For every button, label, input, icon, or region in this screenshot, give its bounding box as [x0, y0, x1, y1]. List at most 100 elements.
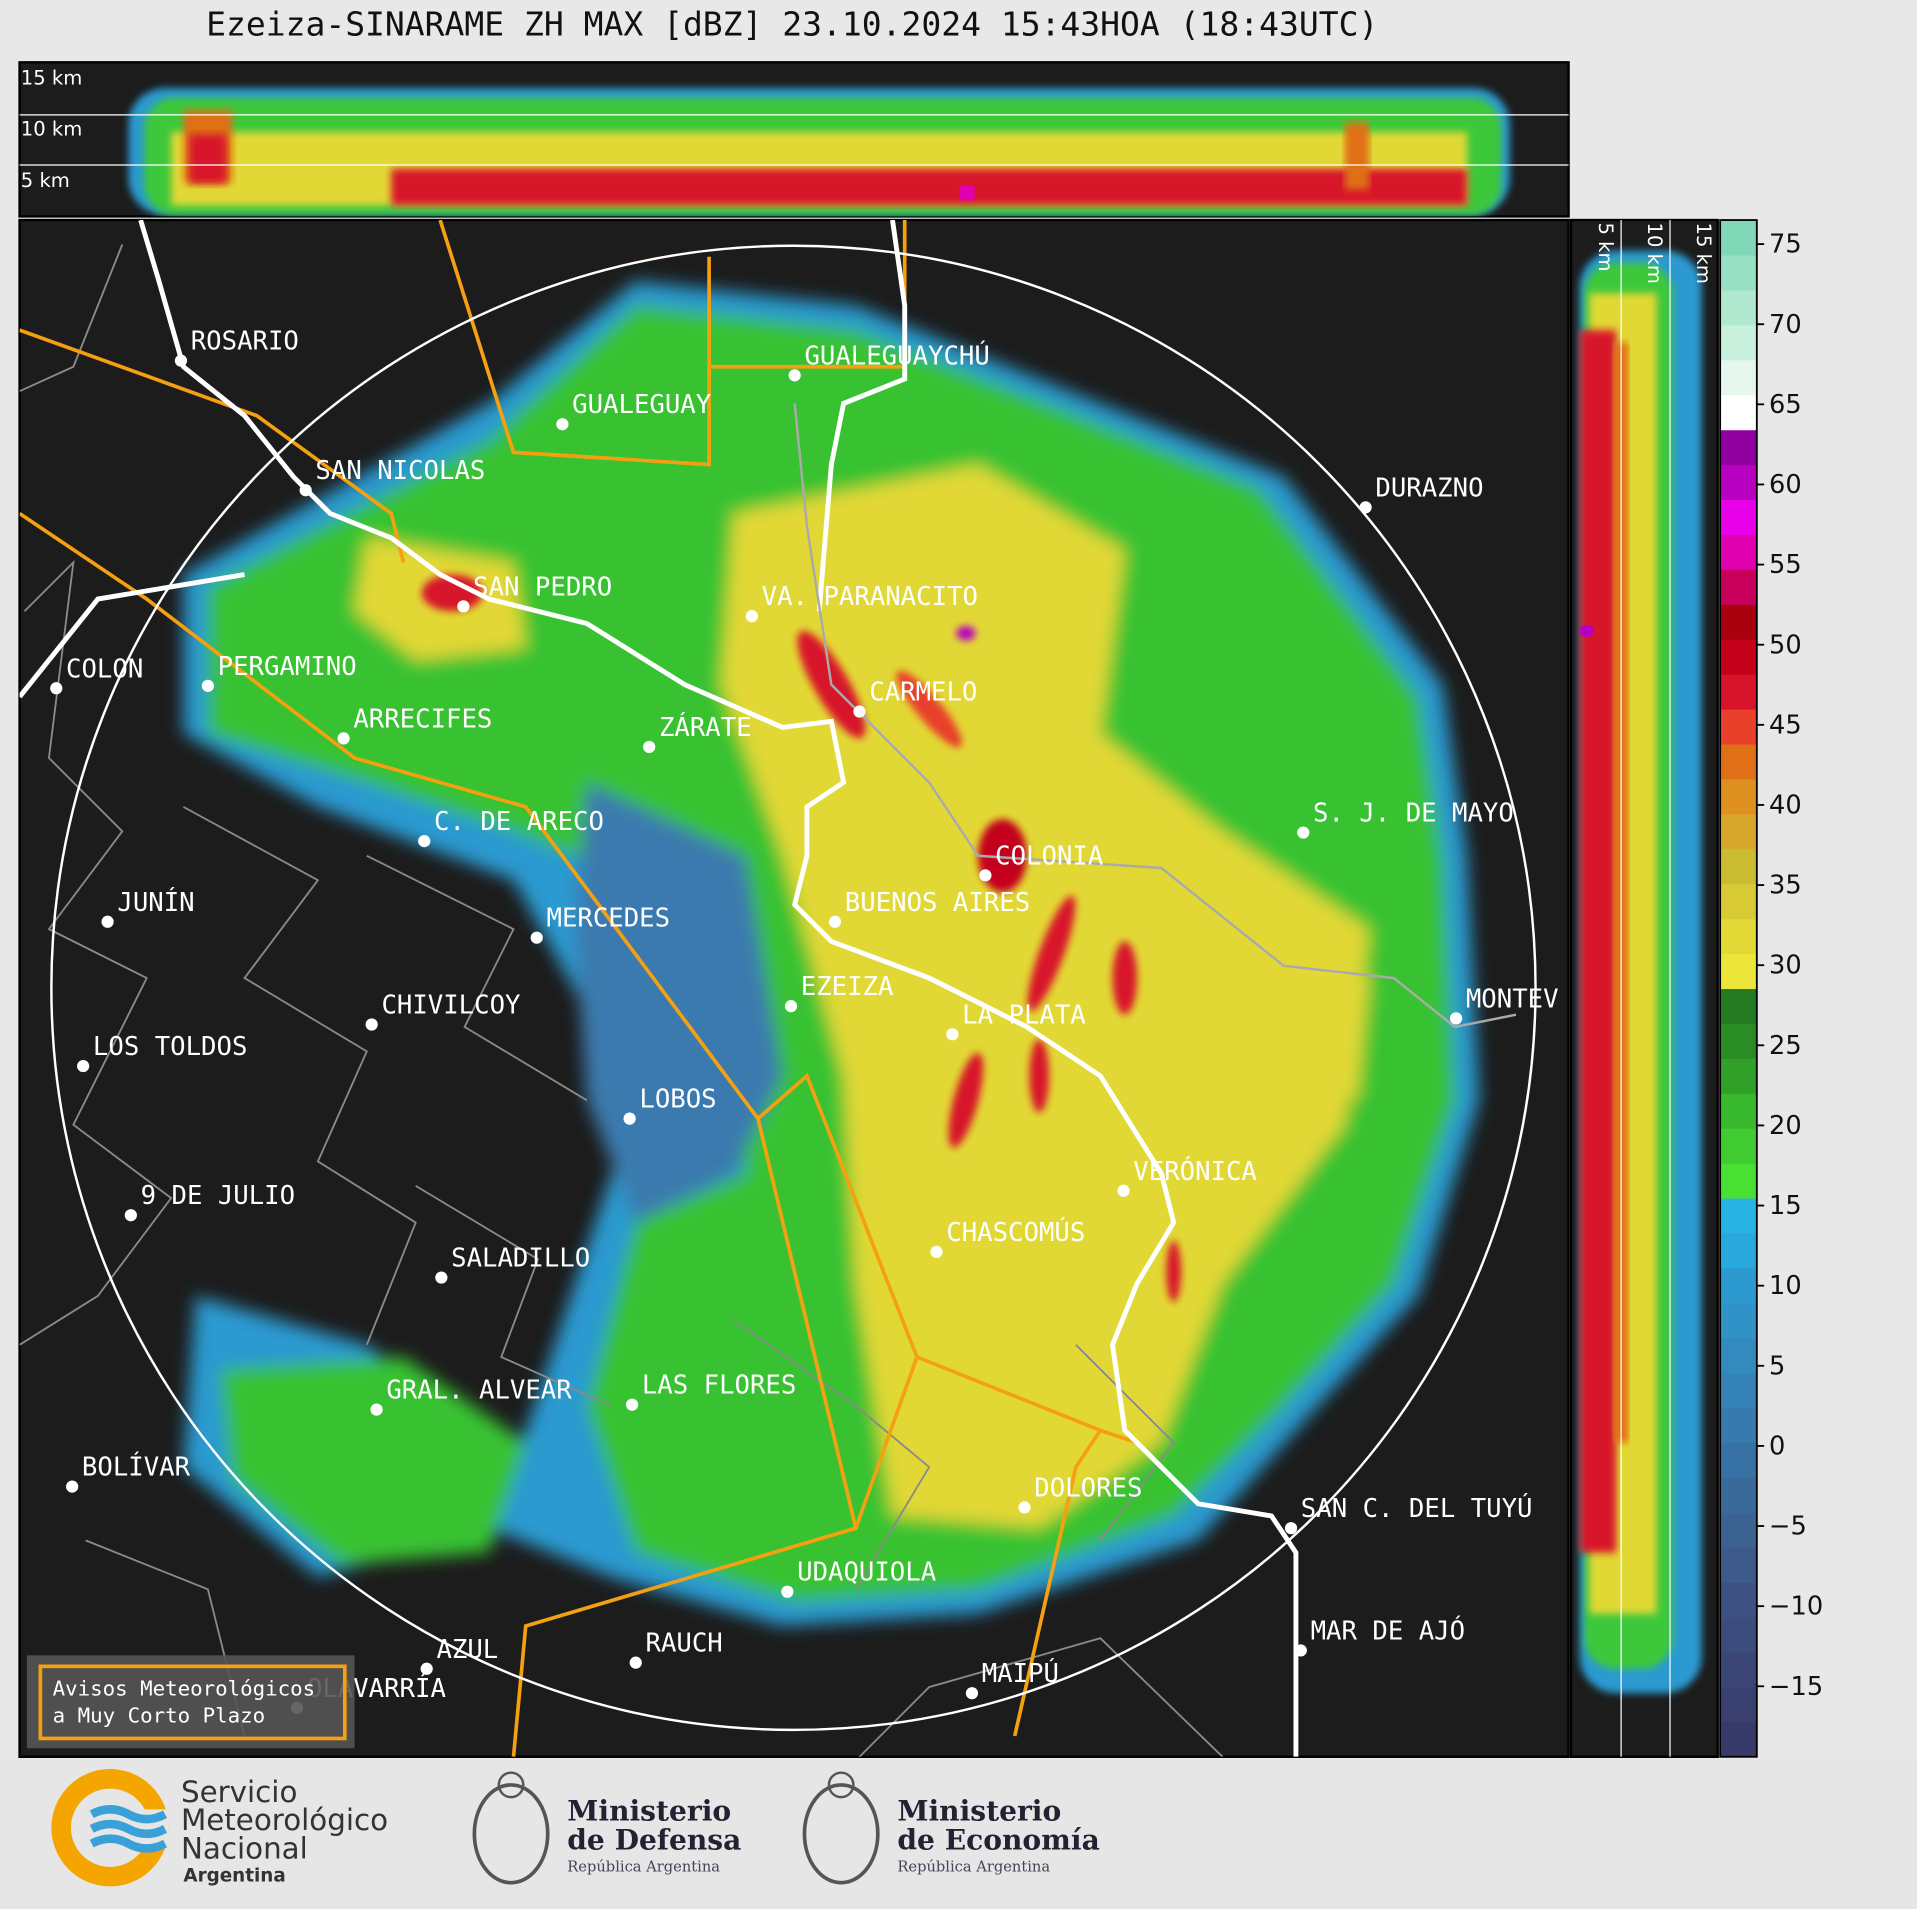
footer: Servicio Meteorológico Nacional Argentin…	[0, 1758, 1917, 1909]
colorbar-tick-label: 30	[1769, 951, 1802, 981]
logo-subtitle: República Argentina	[567, 1859, 720, 1876]
city-dot	[50, 682, 63, 695]
city-dot	[784, 1000, 798, 1013]
color-segment	[1720, 1442, 1757, 1478]
warning-button[interactable]: Avisos Meteorológicos a Muy Corto Plazo	[26, 1655, 355, 1749]
color-segment	[1720, 1512, 1757, 1548]
city-dot	[1449, 1012, 1463, 1025]
color-segment	[1720, 1128, 1757, 1164]
button-text[interactable]: Avisos Meteorológicos	[53, 1677, 316, 1701]
colorbar-tick-label: 65	[1769, 390, 1802, 420]
color-segment	[1720, 324, 1757, 361]
height-label: 5 km	[21, 169, 70, 192]
city-label: SALADILLO	[451, 1244, 590, 1274]
city-dot	[420, 1662, 433, 1675]
city-dot	[1294, 1644, 1307, 1657]
city-dot	[788, 369, 801, 382]
color-segment	[1720, 534, 1757, 570]
city-dot	[1359, 501, 1372, 514]
color-segment	[1720, 743, 1757, 780]
color-segment	[1720, 604, 1757, 640]
color-segment	[1720, 709, 1757, 745]
colorbar-tick-label: 60	[1769, 470, 1802, 500]
city-dot	[77, 1059, 90, 1073]
height-label: 5 km	[1594, 223, 1617, 272]
city-dot	[930, 1245, 943, 1258]
color-segment	[1720, 1617, 1757, 1653]
color-segment	[1720, 254, 1757, 291]
color-segment	[1720, 1267, 1757, 1304]
color-segment	[1720, 220, 1757, 256]
city-dot	[781, 1585, 794, 1598]
city-dot	[1284, 1522, 1298, 1535]
color-segment	[1720, 394, 1757, 431]
color-segment	[1720, 988, 1757, 1024]
city-label: MONTEV	[1466, 984, 1559, 1014]
range-ring	[50, 244, 1537, 1732]
color-segment	[1720, 1652, 1757, 1688]
roads	[793, 403, 1517, 1029]
logo-text: Meteorológico	[181, 1803, 388, 1837]
radar-echoes	[183, 281, 1480, 1626]
city-dot	[299, 484, 312, 497]
city-label: LOBOS	[639, 1085, 716, 1115]
city-dot	[337, 732, 350, 745]
button-text[interactable]: a Muy Corto Plazo	[53, 1704, 266, 1728]
color-segment	[1720, 1547, 1757, 1583]
city-label: DURAZNO	[1375, 473, 1483, 503]
colorbar-tick-label: −5	[1769, 1512, 1807, 1542]
logo-subtitle: Argentina	[183, 1865, 285, 1886]
height-label: 15 km	[1692, 223, 1715, 284]
city-dot	[1297, 826, 1310, 839]
city-dot	[365, 1018, 378, 1031]
color-segment	[1720, 499, 1757, 536]
logo-text: Nacional	[181, 1831, 308, 1865]
top-cross-section: 15 km 10 km 5 km	[18, 61, 1570, 218]
color-segment	[1720, 1477, 1757, 1513]
color-segment	[1720, 1337, 1757, 1374]
city-dot	[745, 610, 759, 623]
color-segment	[1720, 778, 1757, 815]
city-label: GUALEGUAY	[572, 390, 711, 420]
city-label: 9 DE JULIO	[141, 1181, 295, 1211]
city-dot	[174, 354, 188, 367]
city-dot	[828, 915, 842, 928]
city-dot	[418, 834, 431, 848]
city-dot	[435, 1271, 448, 1284]
colorbar-tick-label: 50	[1769, 630, 1802, 660]
color-segment	[1720, 1197, 1757, 1234]
colorbar-tick-label: 0	[1769, 1431, 1785, 1461]
city-label: SAN NICOLAS	[315, 456, 485, 486]
city-label: VERÓNICA	[1133, 1155, 1257, 1187]
city-dot	[623, 1112, 636, 1125]
city-label: SAN C. DEL TUYÚ	[1301, 1492, 1533, 1524]
map: ROSARIO GUALEGUAYCHÚ GUALEGUAY SAN NICOLAS D…	[18, 218, 1570, 1759]
logo-text: Ministerio	[567, 1794, 731, 1827]
color-segment	[1720, 1058, 1757, 1094]
city-dot	[556, 418, 569, 431]
city-label: GUALEGUAYCHÚ	[804, 339, 989, 371]
city-label: ARRECIFES	[353, 704, 492, 734]
city-label: AZUL	[436, 1635, 498, 1665]
city-dot	[1018, 1501, 1031, 1514]
color-segment	[1720, 918, 1757, 955]
height-label: 10 km	[1643, 223, 1666, 284]
city-label: VA. PARANACITO	[762, 582, 978, 612]
color-segment	[1720, 1302, 1757, 1339]
city-dot	[66, 1480, 79, 1493]
color-segment	[1720, 883, 1757, 920]
defensa-logo: Ministerio de Defensa República Argentin…	[472, 1771, 741, 1885]
color-segment	[1720, 464, 1757, 501]
city-label: CARMELO	[869, 678, 977, 708]
city-label: CHASCOMÚS	[946, 1216, 1085, 1248]
city-label: LA PLATA	[962, 1000, 1086, 1030]
radar-cores	[421, 574, 1182, 1303]
city-dot	[1117, 1184, 1130, 1197]
colorbar-tick-label: −10	[1769, 1592, 1823, 1622]
city-label: S. J. DE MAYO	[1313, 799, 1514, 829]
city-label: PERGAMINO	[218, 652, 357, 682]
city-dot	[201, 679, 214, 692]
color-segment	[1720, 1721, 1757, 1758]
color-segment	[1720, 1093, 1757, 1129]
